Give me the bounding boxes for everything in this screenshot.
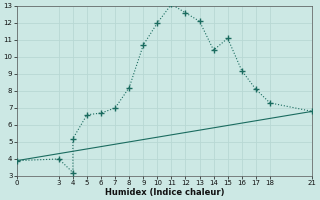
X-axis label: Humidex (Indice chaleur): Humidex (Indice chaleur) — [105, 188, 224, 197]
